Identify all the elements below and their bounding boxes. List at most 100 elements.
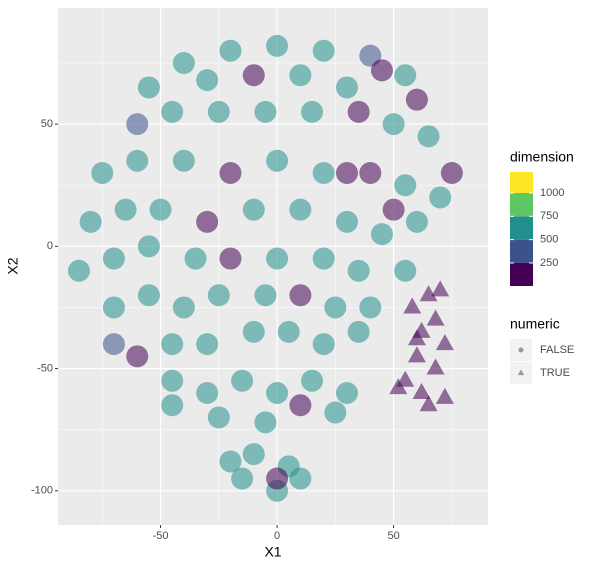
legend-title: dimension (510, 149, 574, 165)
point (219, 39, 242, 62)
point (161, 394, 184, 417)
point (347, 320, 370, 343)
point (394, 259, 417, 282)
point (91, 162, 114, 184)
point (172, 149, 195, 172)
point (312, 162, 335, 184)
legend-label: FALSE (540, 344, 574, 356)
point (207, 284, 230, 307)
point (370, 223, 393, 246)
point (149, 198, 172, 221)
point (335, 162, 358, 184)
point (301, 100, 324, 123)
point (382, 113, 405, 136)
colorbar-bin (510, 262, 533, 286)
point (301, 369, 324, 392)
point (161, 333, 184, 356)
legend-symbol (517, 369, 525, 376)
point (254, 100, 277, 123)
point (137, 76, 160, 99)
point (242, 443, 265, 466)
point (389, 378, 408, 395)
x-tick-label: -50 (153, 530, 169, 542)
point (426, 309, 445, 326)
x-tick-label: 50 (387, 530, 399, 542)
point (102, 296, 125, 319)
point (312, 247, 335, 270)
point (219, 450, 242, 473)
point (347, 100, 370, 123)
point (412, 383, 431, 399)
point (435, 387, 454, 404)
point (219, 247, 242, 270)
point (102, 247, 125, 270)
point (405, 210, 428, 233)
colorbar-bin (510, 192, 533, 217)
point (137, 284, 160, 307)
point (196, 382, 219, 404)
point (440, 162, 463, 184)
legend-label: TRUE (540, 367, 570, 379)
point (266, 247, 289, 270)
point (67, 259, 90, 282)
point (254, 284, 277, 307)
point (426, 358, 445, 375)
point (359, 44, 382, 67)
point (347, 259, 370, 282)
point (114, 198, 137, 221)
point (266, 467, 289, 490)
point (184, 247, 207, 270)
point (429, 186, 452, 209)
point (407, 346, 426, 363)
point (335, 76, 358, 99)
point (266, 34, 289, 57)
point (335, 382, 358, 404)
colorbar-bin (510, 172, 533, 193)
point (359, 162, 382, 184)
point (289, 198, 312, 221)
point (382, 198, 405, 221)
point (289, 394, 312, 417)
y-tick-label: -100 (31, 485, 53, 497)
point (79, 210, 102, 233)
point (196, 69, 219, 92)
point (102, 333, 125, 356)
point (231, 369, 254, 392)
point (431, 280, 450, 297)
point (419, 395, 438, 412)
point (359, 296, 382, 319)
point (207, 406, 230, 429)
point (126, 345, 149, 368)
point (435, 334, 454, 351)
point (161, 100, 184, 123)
point (324, 401, 347, 424)
point (370, 59, 393, 82)
point (242, 198, 265, 221)
legend-label: 250 (540, 257, 558, 269)
point (172, 52, 195, 74)
point (312, 333, 335, 356)
y-tick-label: 50 (41, 118, 53, 130)
legend-title: numeric (510, 316, 560, 332)
legend-label: 750 (540, 210, 558, 222)
point (407, 329, 426, 346)
x-axis-title: X1 (264, 544, 281, 560)
colorbar-bin (510, 216, 533, 240)
point (266, 149, 289, 172)
point (207, 100, 230, 123)
point (254, 411, 277, 434)
point (126, 113, 149, 136)
point (126, 149, 149, 172)
point (277, 320, 300, 343)
point (289, 64, 312, 87)
point (172, 296, 195, 319)
point (242, 64, 265, 87)
point (417, 125, 440, 148)
point (196, 210, 219, 233)
point (231, 467, 254, 490)
point (289, 284, 312, 307)
point (403, 297, 422, 314)
point (161, 369, 184, 392)
legend-label: 1000 (540, 187, 564, 199)
